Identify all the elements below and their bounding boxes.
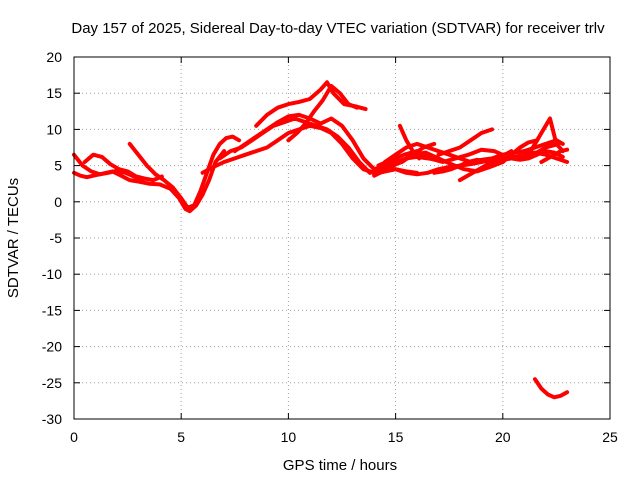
x-tick-label: 5 (177, 429, 185, 445)
y-tick-label: -10 (42, 266, 62, 282)
y-axis-label: SDTVAR / TECUs (5, 178, 22, 298)
y-tick-label: -15 (42, 302, 62, 318)
series-track-19 (500, 138, 540, 164)
series-track-21 (539, 147, 570, 164)
y-tick-label: -25 (42, 375, 62, 391)
y-tick-label: -20 (42, 339, 62, 355)
chart-title: Day 157 of 2025, Sidereal Day-to-day VTE… (71, 20, 605, 37)
series-track-16 (432, 149, 565, 175)
x-tick-label: 15 (388, 429, 404, 445)
series-track-22 (533, 377, 570, 400)
x-tick-labels: 0 5 10 15 20 25 (70, 429, 618, 445)
series-track-02 (72, 149, 227, 214)
series-layer (72, 80, 570, 400)
series-track-03 (82, 152, 164, 183)
y-tick-label: -5 (50, 230, 63, 246)
series-track-17 (436, 127, 495, 157)
x-tick-label: 10 (281, 429, 297, 445)
x-axis-label: GPS time / hours (283, 457, 397, 474)
series-track-15 (397, 123, 422, 161)
axis-ticks (73, 56, 611, 420)
y-tick-label: 10 (46, 121, 62, 137)
series-track-08 (254, 80, 368, 128)
y-tick-labels: -30 -25 -20 -15 -10 -5 0 5 10 15 20 (42, 49, 62, 427)
series-track-09 (286, 84, 359, 143)
series-track-18 (457, 149, 514, 183)
series-track-04 (127, 134, 242, 210)
y-tick-label: 5 (54, 158, 62, 174)
y-tick-label: 20 (46, 49, 62, 65)
y-tick-label: 0 (54, 194, 62, 210)
y-tick-label: 15 (46, 85, 62, 101)
x-tick-label: 0 (70, 429, 78, 445)
x-tick-label: 20 (495, 429, 511, 445)
x-tick-label: 25 (602, 429, 618, 445)
series-track-20 (522, 116, 565, 161)
y-tick-label: -30 (42, 411, 62, 427)
grid (74, 57, 610, 419)
